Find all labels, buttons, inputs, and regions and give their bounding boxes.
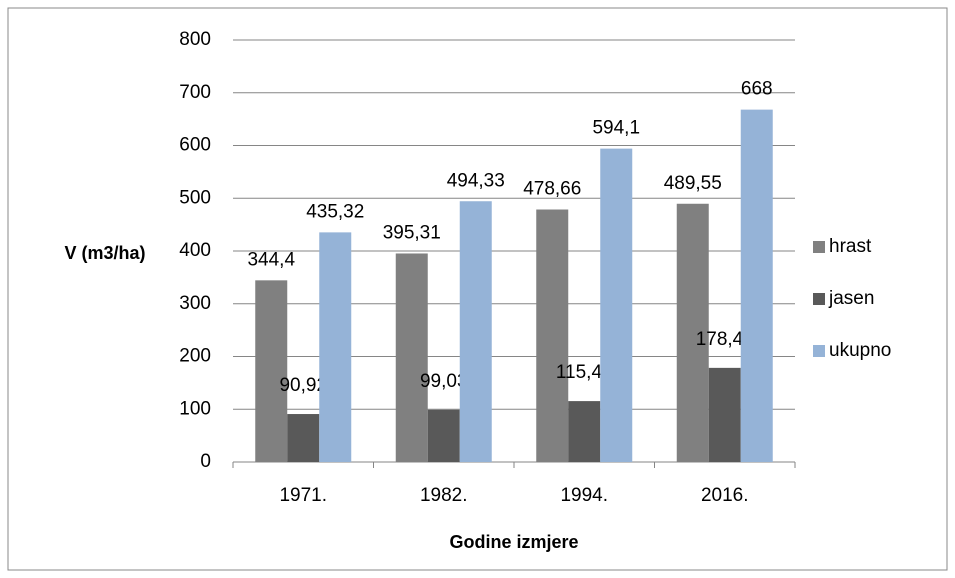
bar — [740, 109, 773, 462]
bar — [319, 232, 352, 462]
legend-label: ukupno — [829, 340, 891, 361]
x-tick-label: 1994. — [560, 485, 608, 506]
data-label: 344,4 — [247, 249, 295, 270]
x-tick-label: 2016. — [701, 485, 749, 506]
x-tick-label: 1982. — [420, 485, 468, 506]
data-label: 478,66 — [523, 179, 581, 200]
data-label: 668 — [741, 79, 773, 100]
data-label: 395,31 — [383, 222, 441, 243]
data-label: 178,45 — [696, 329, 754, 350]
bar — [536, 209, 569, 462]
x-axis-label: Godine izmjere — [449, 532, 578, 552]
bar — [600, 148, 633, 462]
legend-swatch — [813, 345, 825, 357]
bar — [568, 401, 601, 462]
data-label: 494,33 — [447, 170, 505, 191]
bar — [708, 367, 741, 462]
legend-swatch — [813, 241, 825, 253]
bar — [395, 253, 428, 462]
bar — [255, 280, 288, 462]
y-tick-label: 300 — [179, 293, 211, 314]
y-tick-label: 100 — [179, 398, 211, 419]
legend-swatch — [813, 293, 825, 305]
y-axis-label: V (m3/ha) — [64, 243, 145, 263]
y-tick-label: 200 — [179, 346, 211, 367]
data-label: 90,92 — [279, 375, 327, 396]
y-tick-label: 400 — [179, 240, 211, 261]
y-tick-label: 600 — [179, 135, 211, 156]
x-tick-label: 1971. — [279, 485, 327, 506]
bar — [676, 203, 709, 462]
data-label: 594,1 — [592, 118, 640, 139]
y-tick-label: 800 — [179, 29, 211, 50]
bar — [287, 414, 320, 462]
bar — [427, 409, 460, 462]
legend-label: jasen — [828, 288, 874, 309]
data-label: 115,44 — [556, 362, 613, 383]
data-label: 435,32 — [306, 201, 364, 222]
data-label: 489,55 — [664, 173, 722, 194]
y-tick-label: 700 — [179, 82, 211, 103]
bar — [459, 201, 492, 463]
legend-label: hrast — [829, 236, 872, 257]
y-tick-label: 500 — [179, 187, 211, 208]
y-tick-label: 0 — [200, 451, 211, 472]
data-label: 99,03 — [420, 371, 468, 392]
